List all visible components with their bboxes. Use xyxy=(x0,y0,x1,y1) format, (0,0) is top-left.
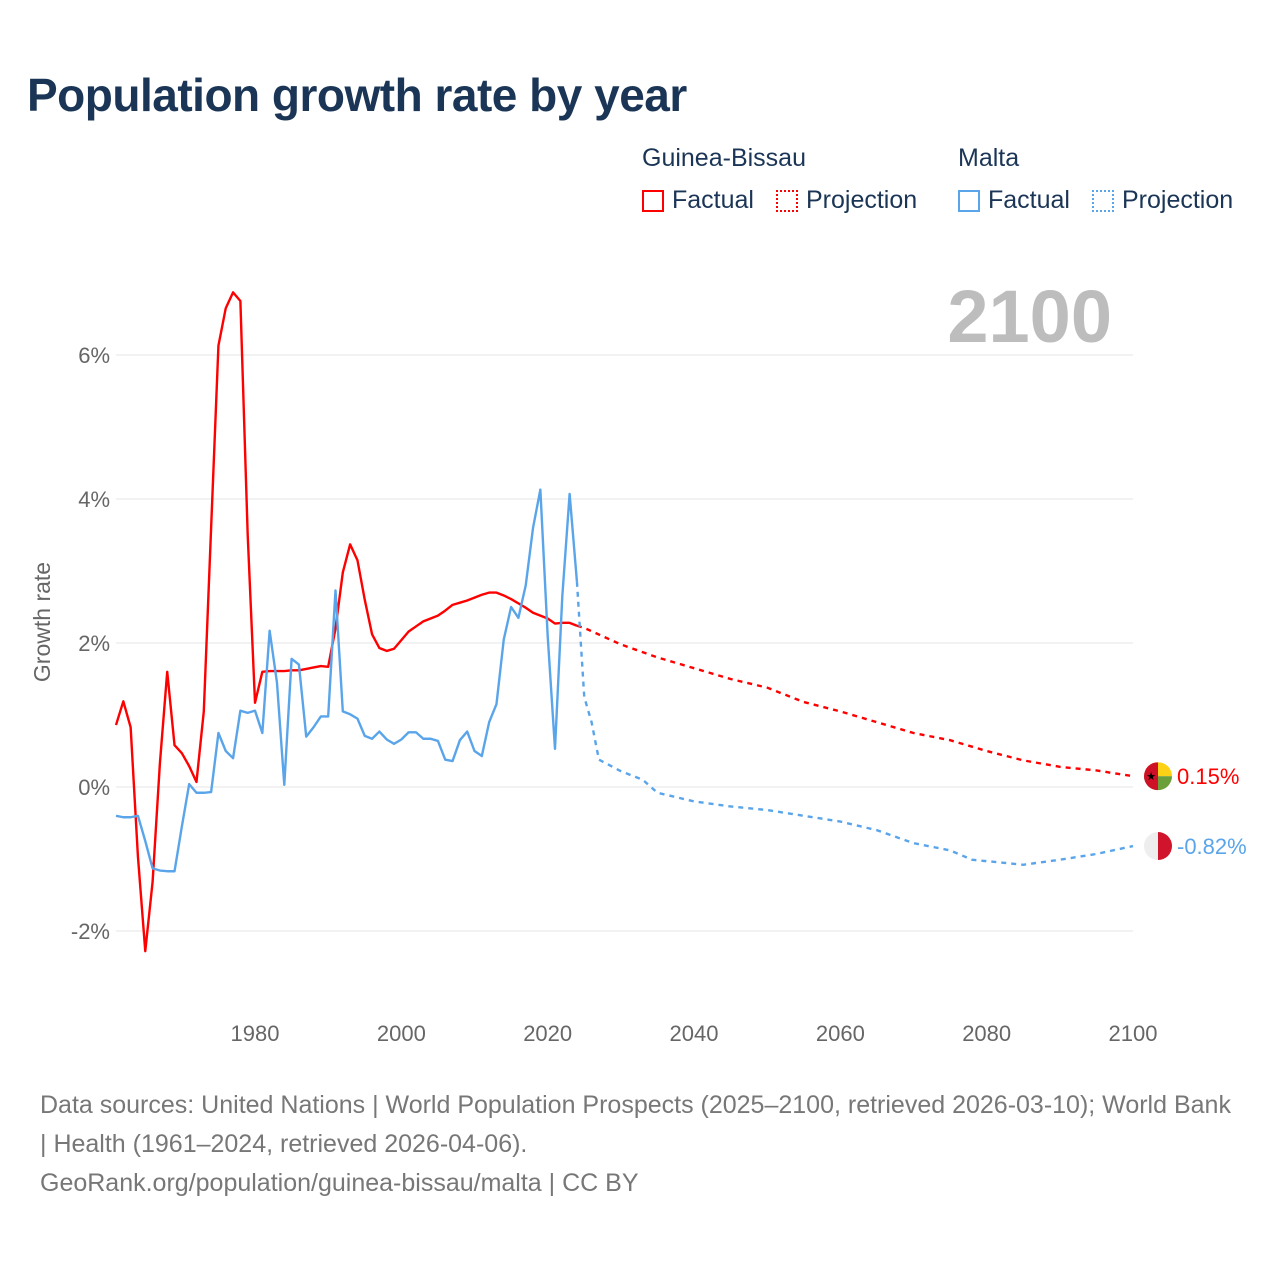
legend-label: Factual xyxy=(988,186,1070,214)
legend-label: Projection xyxy=(806,186,918,214)
y-tick-label: -2% xyxy=(71,919,110,944)
attribution-link[interactable]: GeoRank.org/population/guinea-bissau/mal… xyxy=(40,1169,639,1197)
y-tick-label: 2% xyxy=(78,631,110,656)
series-guinea-bissau-projection-line xyxy=(576,624,1134,778)
x-tick-label: 2080 xyxy=(962,1021,1011,1046)
legend-malta-factual[interactable]: Factual xyxy=(958,186,1070,215)
x-tick-label: 2000 xyxy=(377,1021,426,1046)
end-value-label: 0.15% xyxy=(1177,764,1239,789)
current-year-label: 2100 xyxy=(947,275,1112,358)
y-tick-label: 6% xyxy=(78,343,110,368)
flag-body: ★ xyxy=(1144,762,1172,791)
legend-swatch-solid xyxy=(958,189,980,212)
y-axis-label: Growth rate xyxy=(29,562,55,682)
guinea-bissau-flag-icon: ★ xyxy=(1144,762,1172,791)
y-tick-label: 4% xyxy=(78,487,110,512)
x-tick-label: 1980 xyxy=(231,1021,280,1046)
flag-red xyxy=(1144,762,1158,791)
legend-group-malta: Malta xyxy=(958,144,1020,172)
x-tick-label: 2020 xyxy=(523,1021,572,1046)
flag-white xyxy=(1144,832,1158,861)
x-tick-label: 2040 xyxy=(670,1021,719,1046)
y-tick-label: 0% xyxy=(78,775,110,800)
x-tick-label: 2100 xyxy=(1109,1021,1158,1046)
legend-label: Factual xyxy=(672,186,754,214)
chart-plot: -2%0%2%4%6%1980 2000 2020 2040 2060 2080 2100 … xyxy=(29,275,1247,1046)
series-guinea-bissau-factual-line xyxy=(114,291,578,953)
data-sources: Data sources: United Nations | World Pop… xyxy=(40,1091,1231,1158)
legend-label: Projection xyxy=(1122,186,1234,214)
legend-group-guinea-bissau: Guinea-Bissau xyxy=(642,144,806,172)
chart-title: Population growth rate by year xyxy=(27,69,687,121)
series-malta-projection-line xyxy=(575,581,1134,866)
legend-swatch-dotted xyxy=(1092,189,1114,212)
x-tick-label: 2060 xyxy=(816,1021,865,1046)
flag-red xyxy=(1158,832,1172,861)
flag-star-icon: ★ xyxy=(1146,771,1156,783)
footer: Data sources: United Nations | World Pop… xyxy=(40,1086,1240,1203)
legend-malta-projection[interactable]: Projection xyxy=(1092,186,1233,215)
legend-gb-projection[interactable]: Projection xyxy=(776,186,917,215)
legend-gb-factual[interactable]: Factual xyxy=(642,186,754,215)
end-value-label: -0.82% xyxy=(1177,834,1247,859)
legend-swatch-dotted xyxy=(776,189,798,212)
malta-flag-icon xyxy=(1144,832,1172,861)
legend-swatch-solid xyxy=(642,189,664,212)
series-malta-factual-line xyxy=(115,488,579,873)
flag-body xyxy=(1144,832,1172,861)
